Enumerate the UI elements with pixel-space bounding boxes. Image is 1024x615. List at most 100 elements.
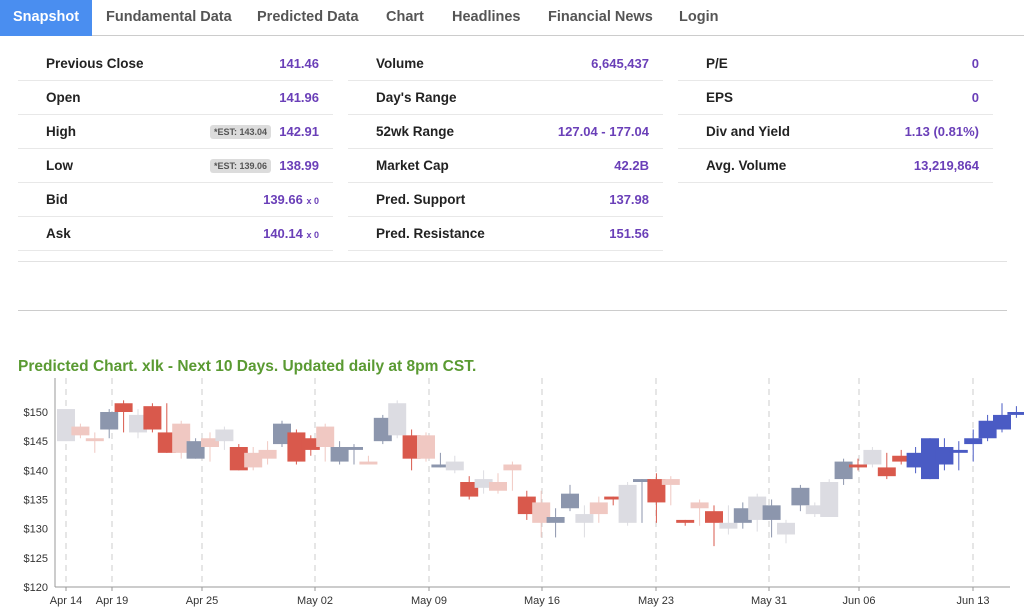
candle-body (820, 482, 839, 517)
candle-body (690, 502, 709, 509)
y-tick-label: $130 (24, 524, 48, 536)
candle-body (71, 426, 90, 436)
tab-financial-news[interactable]: Financial News (548, 9, 653, 25)
candle-body (301, 438, 320, 450)
stat-label: Low (46, 158, 73, 173)
stat-label: Market Cap (376, 158, 449, 173)
stat-value: 141.96 (279, 90, 319, 105)
stat-value: 138.99 (279, 158, 319, 173)
candle-body (676, 519, 695, 523)
candle-body (431, 464, 450, 468)
candle-body (532, 502, 551, 523)
candle-body (791, 487, 810, 506)
candle-body (849, 464, 867, 468)
candle-body (892, 455, 911, 462)
y-tick-label: $150 (24, 407, 48, 419)
stat-label: Pred. Resistance (376, 226, 485, 241)
y-tick-label: $145 (24, 436, 48, 448)
x-tick-label: May 23 (638, 595, 674, 607)
candle-body (1007, 412, 1024, 415)
x-tick-label: Jun 06 (842, 595, 875, 607)
stat-value: 42.2B (614, 158, 649, 173)
tab-predicted-data[interactable]: Predicted Data (257, 9, 359, 25)
stat-value: 0 (971, 56, 979, 71)
tab-snapshot[interactable]: Snapshot (0, 0, 93, 36)
candle-body (201, 438, 219, 447)
stats-column-1: Previous Close 141.46 Open 141.96 High *… (18, 47, 333, 251)
stat-label: High (46, 124, 76, 139)
tab-headlines[interactable]: Headlines (452, 9, 521, 25)
candle-body (460, 482, 479, 497)
stat-value: 1.13 (0.81%) (904, 124, 979, 139)
x-tick-label: May 16 (524, 595, 560, 607)
candle-body (705, 511, 723, 523)
bid-size: x 0 (306, 196, 319, 206)
candle-body (921, 438, 939, 480)
stat-row-pred-support: Pred. Support 137.98 (348, 183, 663, 217)
stat-label: Previous Close (46, 56, 144, 71)
stat-row-ask: Ask 140.14 x 0 (18, 217, 333, 251)
candle-body (445, 461, 464, 471)
candle-body (949, 449, 968, 453)
top-nav: Snapshot Fundamental Data Predicted Data… (0, 0, 1024, 36)
candle-body (345, 447, 363, 450)
stat-value: 140.14 x 0 (263, 226, 319, 241)
tab-chart[interactable]: Chart (386, 9, 424, 25)
candle-body (114, 403, 133, 412)
est-badge: *EST: 139.06 (209, 159, 271, 173)
candle-body (388, 403, 407, 436)
stat-label: Avg. Volume (706, 158, 787, 173)
stat-label: Open (46, 90, 81, 105)
stat-row-market-cap: Market Cap 42.2B (348, 149, 663, 183)
candle-body (129, 414, 147, 433)
candle-body (373, 417, 392, 442)
stat-value: 127.04 - 177.04 (557, 124, 649, 139)
y-tick-label: $135 (24, 495, 48, 507)
x-tick-label: Jun 13 (956, 595, 989, 607)
candle-body (417, 435, 435, 459)
candle-body (978, 420, 997, 439)
stat-row-volume: Volume 6,645,437 (348, 47, 663, 81)
stat-value: 141.46 (279, 56, 319, 71)
stat-label: Bid (46, 192, 68, 207)
candle-body (877, 467, 896, 477)
stat-row-high: High *EST: 143.04 142.91 (18, 115, 333, 149)
stat-label: 52wk Range (376, 124, 455, 139)
stat-value: 6,645,437 (591, 56, 649, 71)
stat-value: 142.91 (279, 124, 319, 139)
candle-body (589, 502, 608, 515)
candle-body (906, 452, 925, 468)
tab-login[interactable]: Login (679, 9, 719, 25)
candle-body (935, 447, 954, 465)
candle-body (661, 479, 680, 485)
candle-body (604, 496, 623, 500)
candle-body (633, 479, 651, 482)
candle-body (834, 461, 853, 480)
y-tick-label: $140 (24, 465, 48, 477)
candle-body (100, 412, 119, 430)
candle-body (618, 484, 637, 523)
stat-label: Volume (376, 56, 424, 71)
candle-body (762, 505, 781, 520)
candle-body (330, 447, 349, 462)
stats-column-3: P/E 0 EPS 0 Div and Yield 1.13 (0.81%) A… (678, 47, 993, 183)
candle-body (172, 423, 191, 453)
candle-body (503, 464, 522, 471)
stat-row-pred-resistance: Pred. Resistance 151.56 (348, 217, 663, 251)
candle-body (575, 514, 594, 523)
stat-value: 139.66 x 0 (263, 192, 319, 207)
candle-body (647, 479, 666, 503)
stat-row-52wk-range: 52wk Range 127.04 - 177.04 (348, 115, 663, 149)
candle-body (777, 522, 795, 535)
stat-row-eps: EPS 0 (678, 81, 993, 115)
stat-row-avg-volume: Avg. Volume 13,219,864 (678, 149, 993, 183)
x-tick-label: Apr 19 (96, 595, 128, 607)
stat-row-low: Low *EST: 139.06 138.99 (18, 149, 333, 183)
candle-body (561, 493, 579, 509)
tab-fundamental-data[interactable]: Fundamental Data (106, 9, 232, 25)
stat-label: Ask (46, 226, 71, 241)
candle-body (517, 496, 536, 515)
candle-body (546, 517, 565, 523)
candle-body (273, 423, 291, 445)
